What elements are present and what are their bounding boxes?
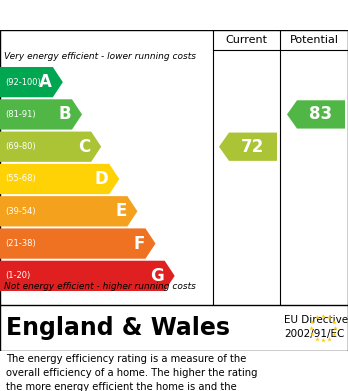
Polygon shape xyxy=(0,261,175,291)
Text: Potential: Potential xyxy=(290,35,339,45)
Text: Current: Current xyxy=(226,35,268,45)
Text: England & Wales: England & Wales xyxy=(6,316,230,340)
Polygon shape xyxy=(0,196,137,226)
Text: Not energy efficient - higher running costs: Not energy efficient - higher running co… xyxy=(4,282,196,291)
Text: (55-68): (55-68) xyxy=(5,174,36,183)
Polygon shape xyxy=(0,67,63,97)
Polygon shape xyxy=(0,164,119,194)
Polygon shape xyxy=(219,133,277,161)
Polygon shape xyxy=(0,99,82,129)
Text: D: D xyxy=(95,170,108,188)
Text: 72: 72 xyxy=(242,138,264,156)
Text: C: C xyxy=(78,138,90,156)
Text: (92-100): (92-100) xyxy=(5,78,41,87)
Text: EU Directive
2002/91/EC: EU Directive 2002/91/EC xyxy=(284,316,348,339)
Text: Energy Efficiency Rating: Energy Efficiency Rating xyxy=(8,7,218,23)
Polygon shape xyxy=(287,100,345,129)
Polygon shape xyxy=(0,131,101,162)
Polygon shape xyxy=(0,228,156,259)
Text: The energy efficiency rating is a measure of the
overall efficiency of a home. T: The energy efficiency rating is a measur… xyxy=(6,354,258,391)
Text: 83: 83 xyxy=(309,106,333,124)
Text: (1-20): (1-20) xyxy=(5,271,30,280)
Text: F: F xyxy=(133,235,144,253)
Text: (81-91): (81-91) xyxy=(5,110,35,119)
Text: B: B xyxy=(58,106,71,124)
Text: (69-80): (69-80) xyxy=(5,142,36,151)
Text: (21-38): (21-38) xyxy=(5,239,36,248)
Text: E: E xyxy=(115,202,126,220)
Text: (39-54): (39-54) xyxy=(5,207,35,216)
Text: A: A xyxy=(39,73,52,91)
Text: Very energy efficient - lower running costs: Very energy efficient - lower running co… xyxy=(4,52,196,61)
Text: G: G xyxy=(150,267,164,285)
